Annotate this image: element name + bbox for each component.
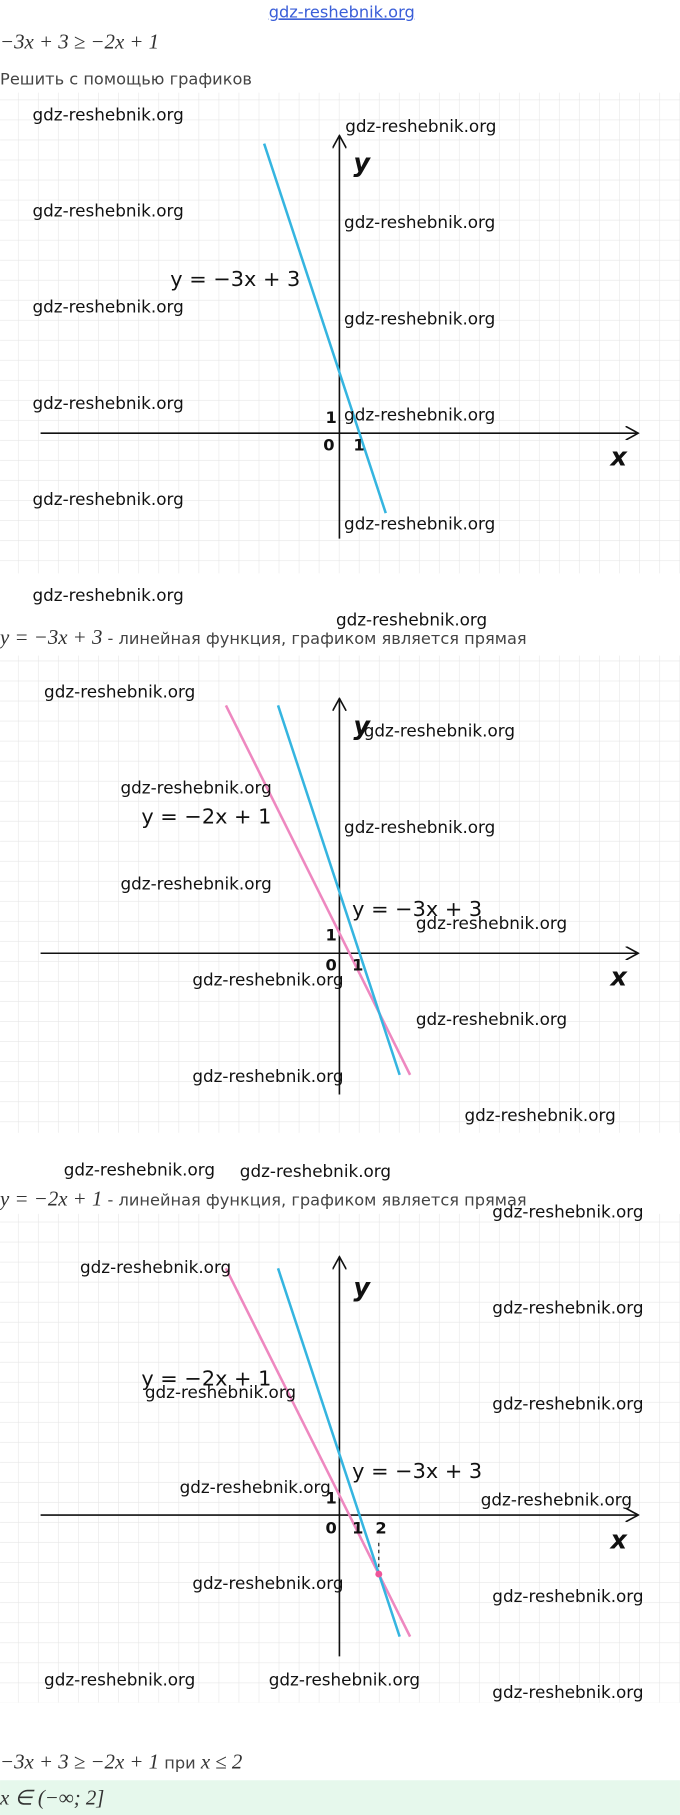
watermark: gdz-reshebnik.org — [492, 1201, 643, 1221]
one-x: 1 — [352, 1519, 363, 1538]
site-link[interactable]: gdz-reshebnik.org — [269, 2, 415, 21]
problem: −3x + 3 ≥ −2x + 1 — [0, 30, 159, 54]
origin: 0 — [326, 1519, 337, 1538]
y-label: y — [353, 711, 371, 741]
watermark: gdz-reshebnik.org — [344, 404, 495, 424]
watermark: gdz-reshebnik.org — [344, 513, 495, 533]
watermark: gdz-reshebnik.org — [180, 1477, 331, 1497]
watermark: gdz-reshebnik.org — [336, 609, 487, 629]
watermark: gdz-reshebnik.org — [192, 1066, 343, 1086]
watermark: gdz-reshebnik.org — [465, 1105, 616, 1125]
watermark: gdz-reshebnik.org — [416, 1009, 567, 1029]
caption: y = −2x + 1 - линейная функция, графиком… — [0, 1187, 527, 1211]
subtitle: Решить с помощью графиков — [0, 70, 252, 89]
x-label: x — [608, 963, 628, 993]
watermark: gdz-reshebnik.org — [481, 1490, 632, 1510]
line-label: y = −2x + 1 — [141, 805, 271, 829]
one-x: 1 — [352, 956, 363, 975]
caption: y = −3x + 3 - линейная функция, графиком… — [0, 625, 527, 649]
formula: −3x + 3 ≥ −2x + 1 — [0, 1750, 159, 1774]
watermark: gdz-reshebnik.org — [364, 721, 515, 741]
watermark: gdz-reshebnik.org — [492, 1586, 643, 1606]
line-label: y = −3x + 3 — [352, 1459, 482, 1483]
line-blue — [262, 143, 387, 514]
formula: y = −2x + 1 — [0, 1187, 102, 1211]
x-label: x — [608, 1526, 628, 1556]
one-y: 1 — [326, 408, 337, 427]
line-label: y = −2x + 1 — [141, 1366, 271, 1390]
watermark: gdz-reshebnik.org — [344, 308, 495, 328]
watermark: gdz-reshebnik.org — [344, 817, 495, 837]
condition: x ≤ 2 — [200, 1750, 243, 1774]
answer-box — [0, 1780, 680, 1815]
caption-text: - линейная функция, графиком является пр… — [102, 629, 526, 648]
watermark: gdz-reshebnik.org — [240, 1161, 391, 1181]
line-blue — [276, 704, 401, 1076]
x-label: x — [608, 443, 628, 473]
one-y: 1 — [326, 926, 337, 945]
line-label: y = −3x + 3 — [352, 897, 482, 921]
watermark: gdz-reshebnik.org — [345, 116, 496, 136]
watermark: gdz-reshebnik.org — [492, 1297, 643, 1317]
watermark: gdz-reshebnik.org — [32, 585, 183, 605]
watermark: gdz-reshebnik.org — [145, 1382, 296, 1402]
origin: 0 — [323, 436, 334, 455]
two-x: 2 — [375, 1519, 386, 1538]
y-label: y — [353, 1273, 371, 1303]
watermark: gdz-reshebnik.org — [269, 1669, 420, 1689]
watermark: gdz-reshebnik.org — [416, 913, 567, 933]
watermark: gdz-reshebnik.org — [121, 874, 272, 894]
line-label: y = −3x + 3 — [170, 267, 300, 291]
conclusion: −3x + 3 ≥ −2x + 1 при x ≤ 2 — [0, 1750, 242, 1774]
formula: y = −3x + 3 — [0, 625, 102, 649]
watermark: gdz-reshebnik.org — [32, 201, 183, 221]
intersection — [375, 1570, 383, 1578]
watermark: gdz-reshebnik.org — [32, 104, 183, 124]
watermark: gdz-reshebnik.org — [192, 970, 343, 990]
watermark: gdz-reshebnik.org — [344, 212, 495, 232]
watermark: gdz-reshebnik.org — [44, 681, 195, 701]
answer: x ∈ (−∞; 2] — [0, 1786, 104, 1810]
watermark: gdz-reshebnik.org — [44, 1669, 195, 1689]
watermark: gdz-reshebnik.org — [492, 1682, 643, 1702]
one-y: 1 — [326, 1488, 337, 1507]
y-label: y — [353, 148, 371, 178]
word: при — [159, 1754, 201, 1773]
watermark: gdz-reshebnik.org — [492, 1394, 643, 1414]
watermark: gdz-reshebnik.org — [32, 297, 183, 317]
caption-text: - линейная функция, графиком является пр… — [102, 1191, 526, 1210]
watermark: gdz-reshebnik.org — [32, 489, 183, 509]
watermark: gdz-reshebnik.org — [64, 1160, 215, 1180]
watermark: gdz-reshebnik.org — [121, 777, 272, 797]
watermark: gdz-reshebnik.org — [192, 1573, 343, 1593]
watermark: gdz-reshebnik.org — [32, 393, 183, 413]
one-x: 1 — [353, 436, 364, 455]
watermark: gdz-reshebnik.org — [80, 1257, 231, 1277]
origin: 0 — [326, 956, 337, 975]
